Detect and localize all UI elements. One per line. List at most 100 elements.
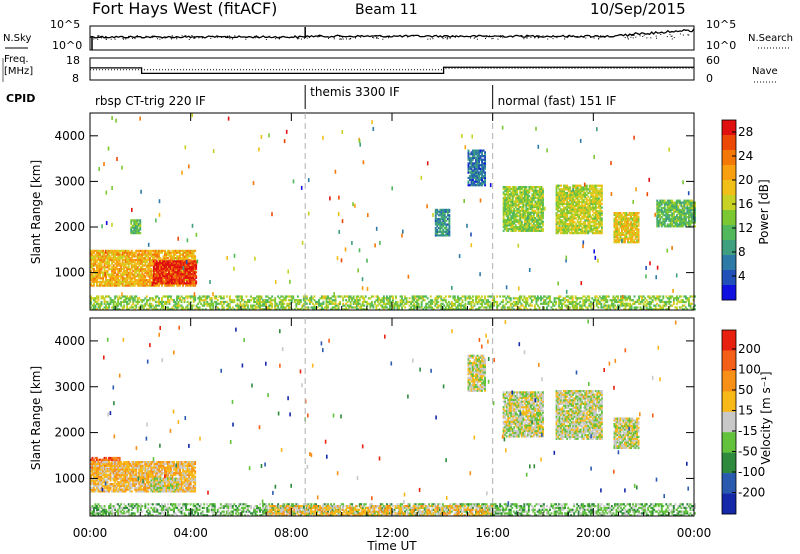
data-cell: [472, 299, 474, 301]
noise-search-point: [334, 37, 335, 38]
data-cell: [673, 299, 675, 301]
data-cell: [359, 299, 361, 301]
data-cell: [637, 306, 639, 308]
data-cell: [483, 299, 485, 301]
noise-search-point: [656, 36, 657, 37]
data-cell: [117, 299, 119, 301]
data-cell: [378, 297, 380, 299]
data-cell: [576, 299, 578, 301]
cpid-label: CPID: [6, 92, 35, 105]
data-cell: [223, 295, 225, 297]
noise-search-point: [176, 37, 177, 38]
data-cell: [195, 275, 197, 277]
noise-search-point: [221, 37, 222, 38]
power-panel: 4000300020001000 Slant Range [km] 282420…: [29, 113, 771, 310]
data-cell: [292, 295, 294, 297]
data-cell: [597, 306, 599, 308]
noise-search-point: [202, 38, 203, 39]
data-cell: [484, 151, 486, 153]
noise-search-point: [547, 39, 548, 40]
noise-search-point: [245, 39, 246, 40]
noise-search-point: [105, 36, 106, 37]
data-cell: [372, 306, 374, 308]
data-cell: [631, 306, 633, 308]
data-cell: [542, 208, 544, 210]
noise-search-point: [572, 36, 573, 37]
noise-search-point: [171, 38, 172, 39]
noise-search-point: [447, 37, 448, 38]
data-cell: [532, 299, 534, 301]
noise-search-point: [534, 37, 535, 38]
noise-search-point: [656, 38, 657, 39]
data-cell: [510, 299, 512, 301]
data-cell: [443, 305, 445, 307]
data-cell: [178, 306, 180, 308]
noise-search-point: [376, 37, 377, 38]
data-cell: [626, 299, 628, 301]
data-cell: [291, 299, 293, 301]
data-cell: [99, 306, 101, 308]
data-cell: [241, 295, 243, 297]
noise-search-point: [537, 35, 538, 36]
data-cell: [170, 295, 172, 297]
data-cell: [311, 299, 313, 301]
noise-search-point: [284, 36, 285, 37]
data-cell: [246, 295, 248, 297]
noise-search-point: [635, 37, 636, 38]
data-cell: [465, 299, 467, 301]
data-cell: [194, 250, 196, 252]
noise-search-point: [538, 37, 539, 38]
data-cell: [226, 295, 228, 297]
noise-search-point: [474, 38, 475, 39]
data-cell: [108, 306, 110, 308]
data-cell: [496, 306, 498, 308]
noise-search-point: [382, 39, 383, 40]
noise-search-point: [349, 39, 350, 40]
noise-search-point: [190, 37, 191, 38]
noise-search-point: [430, 39, 431, 40]
data-cell: [392, 299, 394, 301]
data-cell: [540, 299, 542, 301]
freq-tick-top: 18: [66, 54, 80, 67]
data-cell: [531, 305, 533, 307]
data-cell: [314, 295, 316, 297]
data-cell: [427, 297, 429, 299]
data-cell: [403, 299, 405, 301]
noise-search-point: [346, 37, 347, 38]
noise-search-point: [432, 38, 433, 39]
noise-search-point: [97, 39, 98, 40]
noise-search-point: [97, 36, 98, 37]
data-cell: [375, 306, 377, 308]
data-cell: [152, 297, 154, 299]
noise-search-point: [157, 38, 158, 39]
noise-search-point: [256, 35, 257, 36]
noise-search-point: [217, 37, 218, 38]
noise-search-point: [501, 36, 502, 37]
data-cell: [655, 299, 657, 301]
data-cell: [502, 299, 504, 301]
data-cell: [184, 299, 186, 301]
noise-tick-left-bottom: 10^0: [52, 39, 82, 52]
data-cell: [560, 295, 562, 297]
noise-search-point: [294, 35, 295, 36]
noise-search-point: [485, 38, 486, 39]
noise-search-point: [343, 39, 344, 40]
data-cell: [274, 299, 276, 301]
data-cell: [490, 303, 492, 305]
noise-search-point: [413, 36, 414, 37]
data-cell: [606, 299, 608, 301]
data-cell: [271, 295, 273, 297]
data-cell: [542, 228, 544, 230]
data-cell: [181, 299, 183, 301]
noise-search-point: [687, 34, 688, 35]
data-cell: [448, 231, 450, 233]
noise-search-point: [194, 36, 195, 37]
noise-search-point: [99, 35, 100, 36]
data-cell: [195, 280, 197, 282]
data-cell: [659, 295, 661, 297]
noise-search-point: [597, 36, 598, 37]
data-cell: [247, 305, 249, 307]
data-cell: [587, 306, 589, 308]
data-cell: [542, 193, 544, 195]
noise-search-point: [136, 36, 137, 37]
